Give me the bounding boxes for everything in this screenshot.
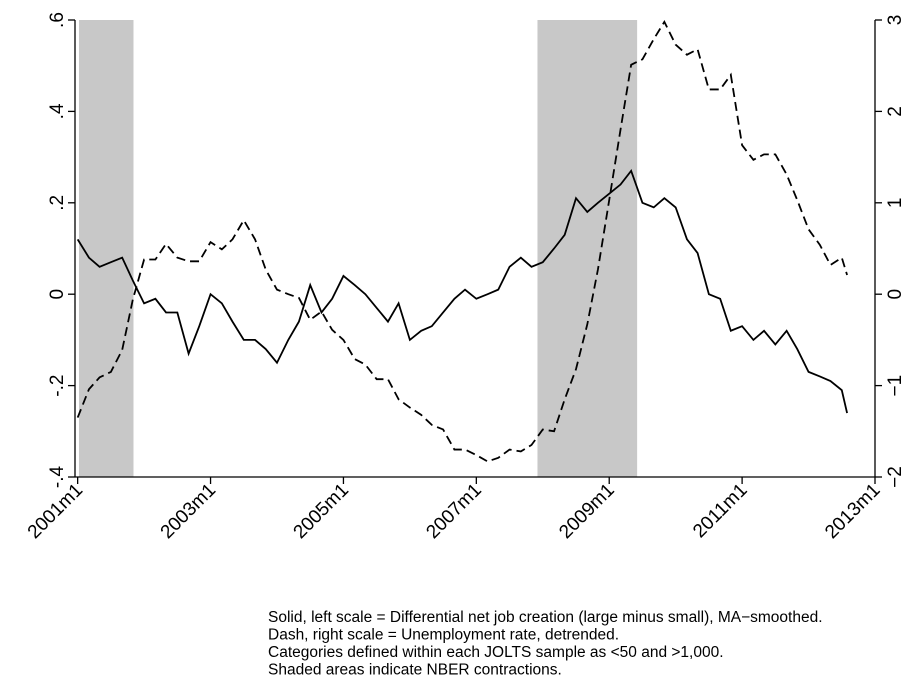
y-tick-label: .6 xyxy=(47,12,68,28)
y-tick-label: -.4 xyxy=(47,465,68,488)
y2-tick-label: −1 xyxy=(885,375,906,397)
y-tick-label: .2 xyxy=(47,195,68,211)
dashed-line xyxy=(76,19,848,463)
note: Solid, left scale = Differential net job… xyxy=(268,609,823,626)
x-tick-label: 2007m1 xyxy=(422,480,485,543)
note: Categories defined within each JOLTS sam… xyxy=(268,644,724,661)
note: Shaded areas indicate NBER contractions. xyxy=(268,662,562,679)
y2-tick-label: −2 xyxy=(885,466,906,488)
y-tick-label: .4 xyxy=(47,103,68,119)
note: Dash, right scale = Unemployment rate, d… xyxy=(268,627,619,644)
recession-shade xyxy=(537,20,638,477)
y2-tick-label: 3 xyxy=(885,15,906,26)
x-tick-label: 2005m1 xyxy=(290,480,353,543)
y2-tick-label: 0 xyxy=(885,289,906,300)
y-tick-label: 0 xyxy=(47,289,68,300)
solid-line xyxy=(76,168,848,414)
recession-shade xyxy=(78,20,134,477)
x-tick-label: 2003m1 xyxy=(157,480,220,543)
y2-tick-label: 2 xyxy=(885,106,906,117)
y-tick-label: -.2 xyxy=(47,375,68,397)
y2-tick-label: 1 xyxy=(885,198,906,209)
x-tick-label: 2011m1 xyxy=(689,480,751,542)
x-tick-label: 2013m1 xyxy=(821,480,884,543)
x-tick-label: 2009m1 xyxy=(555,480,618,543)
x-tick-label: 2001m1 xyxy=(24,480,87,543)
